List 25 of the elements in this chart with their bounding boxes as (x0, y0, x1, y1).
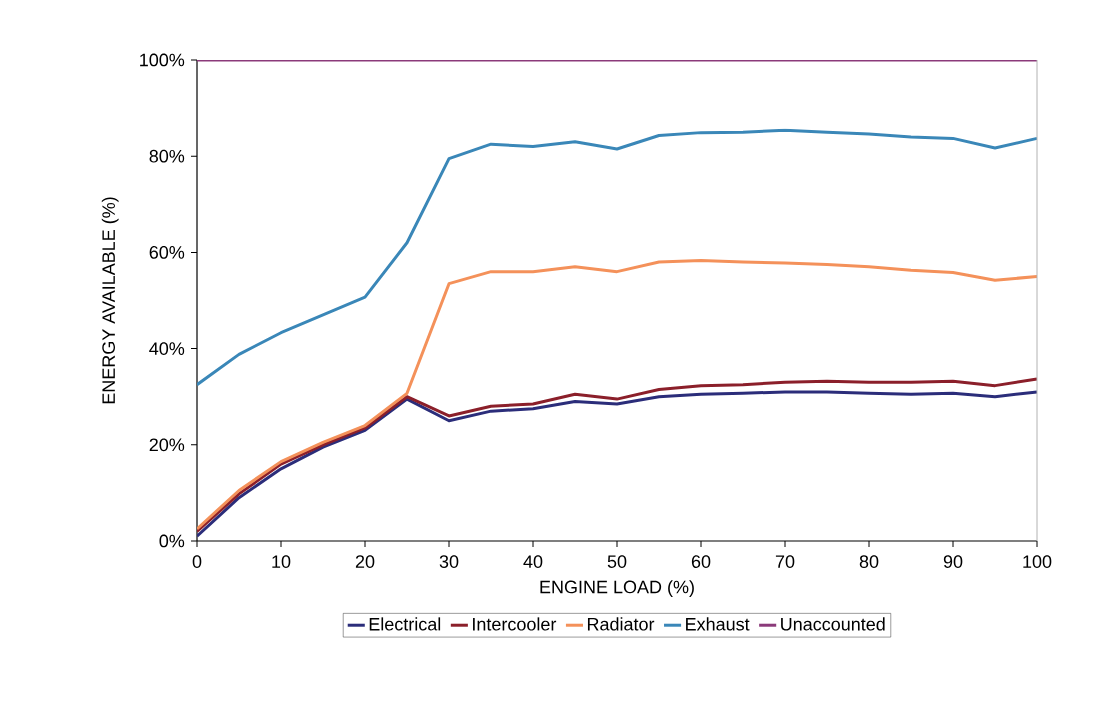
x-tick-label: 50 (607, 555, 627, 568)
y-tick-label: 20% (149, 438, 185, 452)
y-tick-label: 60% (149, 246, 185, 259)
x-axis-title: ENGINE LOAD (%) (540, 580, 694, 597)
y-tick-label: 100% (140, 53, 185, 67)
x-tick-label: 20 (355, 555, 375, 568)
x-tick-label: 30 (439, 555, 459, 568)
x-tick-label: 100 (1023, 555, 1052, 568)
legend-label: Unaccounted (781, 617, 885, 631)
legend-label: Intercooler (473, 617, 557, 631)
y-axis-title: ENERGY AVAILABLE (%) (101, 197, 119, 404)
x-tick-label: 10 (272, 555, 291, 568)
x-tick-label: 60 (691, 555, 711, 568)
y-tick-label: 80% (149, 149, 185, 163)
x-tick-label: 40 (523, 555, 543, 568)
y-tick-label: 0% (159, 534, 185, 548)
line-series (197, 259, 1038, 531)
x-tick-label: 90 (943, 555, 963, 568)
y-tick-label: 40% (149, 342, 185, 355)
x-tick-label: 0 (192, 555, 202, 568)
legend-label: Radiator (587, 617, 655, 631)
legend-label: Exhaust (686, 617, 750, 631)
legend-label: Electrical (369, 617, 441, 631)
x-tick-label: 70 (775, 555, 795, 568)
x-tick-label: 80 (859, 555, 879, 568)
